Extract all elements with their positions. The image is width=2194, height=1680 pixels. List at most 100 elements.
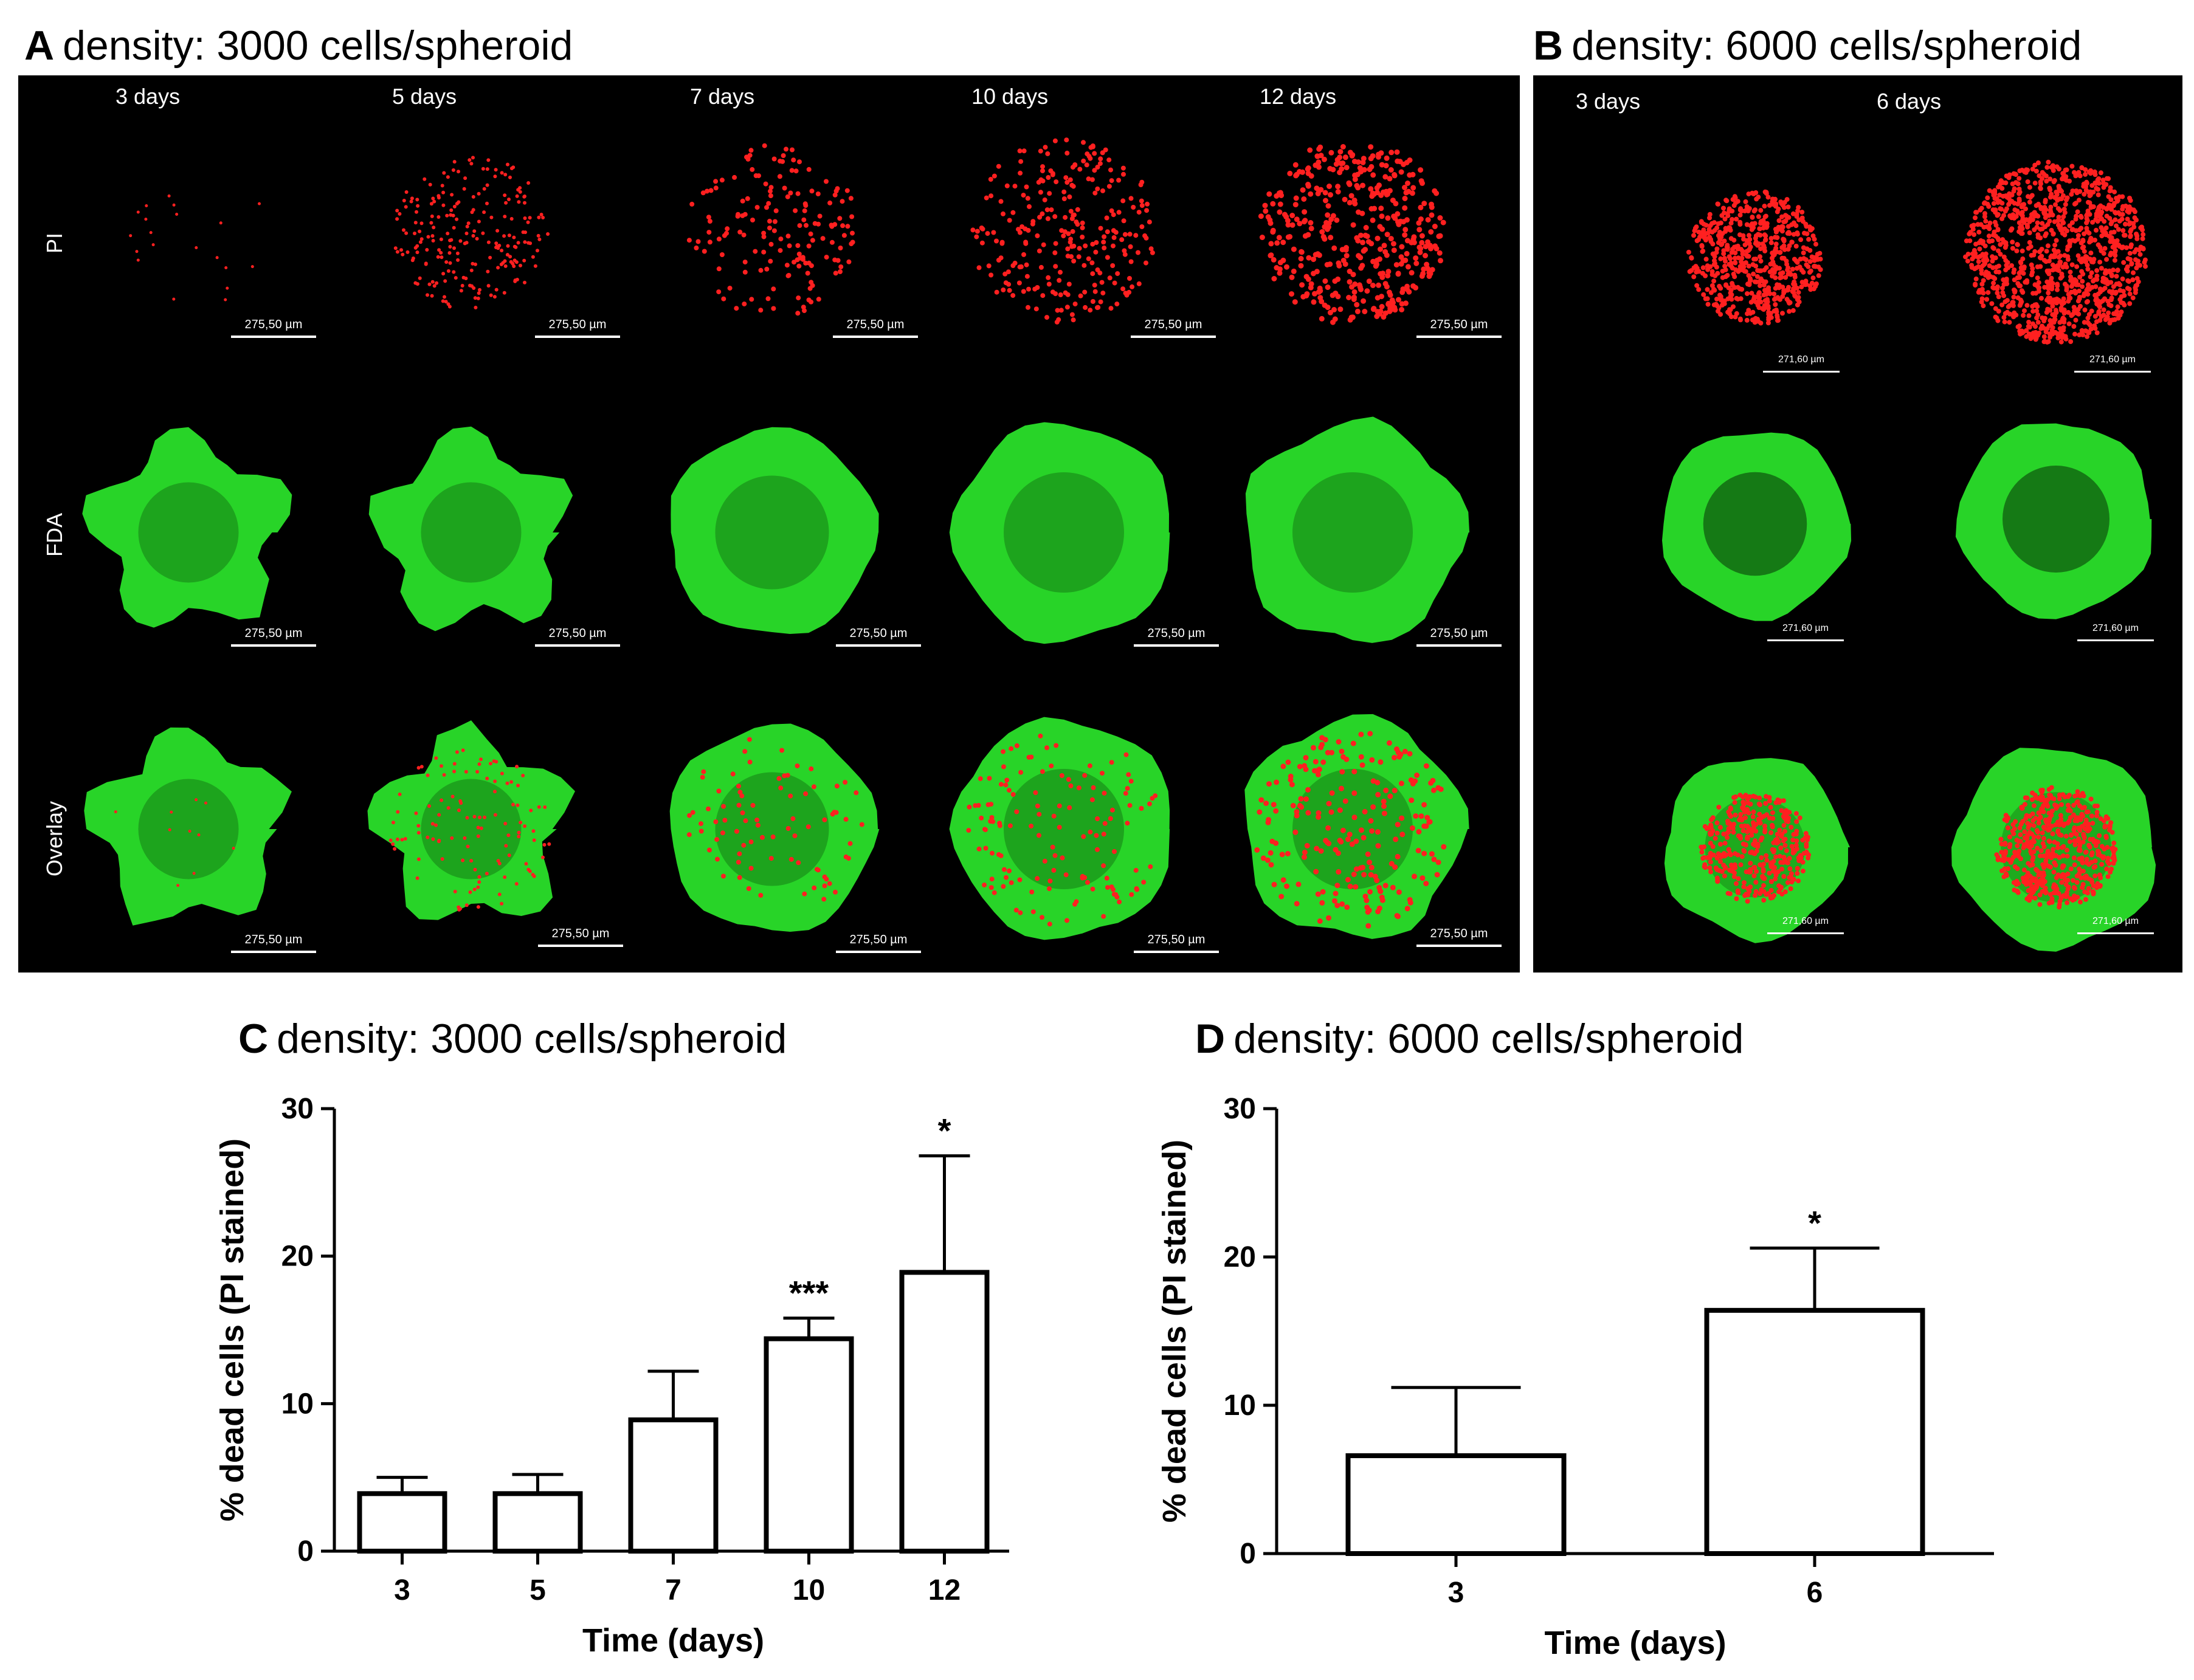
scale-bar: 275,50 µm (535, 626, 620, 647)
scale-bar: 275,50 µm (231, 317, 316, 338)
scale-bar-label: 271,60 µm (2092, 916, 2139, 926)
spheroid-core (2003, 466, 2109, 573)
x-axis-label: Time (days) (1544, 1625, 1726, 1661)
scale-bar: 275,50 µm (231, 932, 316, 953)
day-label-10: 10 days (971, 84, 1049, 109)
scale-bar-label: 275,50 µm (548, 627, 607, 640)
scale-bar-label: 275,50 µm (551, 927, 610, 940)
spheroid-core (421, 779, 522, 880)
overlay-spheroid (1244, 714, 1469, 939)
spheroid-body (1245, 416, 1470, 643)
row-label-overlay: Overlay (42, 800, 67, 877)
y-tick-label: 30 (281, 1093, 314, 1125)
day-label-5: 5 days (392, 84, 457, 109)
spheroid-core (421, 482, 522, 583)
y-tick-label: 10 (1224, 1389, 1256, 1422)
scale-bar-label: 271,60 µm (2089, 354, 2136, 365)
scale-bar: 271,60 µm (2077, 621, 2154, 641)
x-tick-label: 3 (394, 1574, 410, 1606)
scale-bar-label: 275,50 µm (1430, 627, 1488, 640)
bar (1704, 1307, 1925, 1556)
scale-bar-label: 275,50 µm (548, 318, 607, 331)
scale-bar: 275,50 µm (1134, 626, 1219, 647)
scale-bar-label: 275,50 µm (1430, 927, 1488, 940)
panel-d-letter: D (1195, 1016, 1226, 1062)
day-label-3: 3 days (116, 84, 181, 109)
scale-bar: 275,50 µm (1131, 317, 1216, 338)
scale-bar: 275,50 µm (1134, 932, 1219, 953)
scale-bar: 275,50 µm (833, 317, 918, 338)
panel-b-title-text: density: 6000 cells/spheroid (1571, 22, 2082, 69)
panel-b-image (1662, 159, 2156, 952)
bar (492, 1491, 583, 1554)
panel-a-letter: A (24, 22, 55, 69)
panel-b-micrographs: 3 days 6 days 271,60 µm 271,60 µm 271,60… (1533, 75, 2182, 973)
spheroid-body (82, 427, 292, 628)
pi-spheroid (393, 156, 550, 309)
overlay-pi-dots (388, 748, 551, 912)
scale-bar: 275,50 µm (1416, 626, 1502, 647)
spheroid-core (1292, 769, 1413, 889)
spheroid-body (84, 727, 292, 926)
y-axis-label: % dead cells (PI stained) (214, 1138, 250, 1521)
pi-spheroid (129, 194, 261, 301)
scale-bar-label: 275,50 µm (849, 627, 908, 640)
x-tick-label: 3 (1448, 1577, 1464, 1609)
pi-spheroid (1686, 189, 1823, 326)
panel-a-title-text: density: 3000 cells/spheroid (63, 22, 573, 69)
day-label-3: 3 days (1576, 89, 1641, 114)
y-tick-label: 20 (281, 1241, 314, 1273)
spheroid-body (671, 427, 879, 634)
spheroid-core (1004, 472, 1124, 593)
fda-spheroid (1955, 423, 2152, 619)
spheroid-core (1703, 472, 1807, 576)
significance-label: * (1808, 1203, 1821, 1242)
fda-spheroid (82, 427, 292, 628)
panel-c-letter: C (238, 1016, 269, 1062)
scale-bar: 271,60 µm (1767, 621, 1844, 641)
scale-bar: 275,50 µm (836, 932, 921, 953)
scale-bar-label: 275,50 µm (244, 627, 303, 640)
x-axis-label: Time (days) (582, 1622, 764, 1659)
bar-chart-6000: 0 10 20 30 3 6 * Time (days) % dead cells (PI st… (1156, 1093, 1994, 1661)
scale-bar: 275,50 µm (1416, 317, 1502, 338)
row-label-fda: FDA (42, 513, 67, 557)
y-tick-label: 20 (1224, 1241, 1256, 1273)
bar (357, 1491, 447, 1554)
x-tick-label: 6 (1807, 1577, 1823, 1609)
pi-spheroid (1963, 159, 2148, 345)
y-axis-label: % dead cells (PI stained) (1156, 1140, 1193, 1523)
scale-bar-label: 271,60 µm (1782, 623, 1829, 633)
x-tick-label: 5 (530, 1574, 546, 1606)
scale-bar: 271,60 µm (1767, 914, 1844, 934)
scale-bar-label: 275,50 µm (846, 318, 905, 331)
spheroid-core (138, 482, 239, 583)
overlay-pi-dots (966, 733, 1158, 927)
bar (899, 1270, 990, 1554)
spheroid-body (367, 720, 575, 920)
pi-spheroid (970, 137, 1155, 325)
scale-bar-label: 275,50 µm (1430, 318, 1488, 331)
bar (764, 1336, 854, 1554)
spheroid-core (1004, 769, 1124, 889)
spheroid-body (368, 426, 573, 632)
bar (628, 1417, 719, 1554)
scale-bar-label: 271,60 µm (2092, 623, 2139, 633)
overlay-spheroid (669, 723, 880, 932)
day-label-7: 7 days (690, 84, 755, 109)
y-tick-label: 0 (297, 1535, 314, 1568)
scale-bar: 275,50 µm (836, 626, 921, 647)
row-label-pi: PI (42, 233, 67, 254)
overlay-spheroid (84, 727, 292, 926)
panel-d-title-text: density: 6000 cells/spheroid (1233, 1016, 1744, 1062)
fda-spheroid (368, 426, 573, 632)
pi-spheroid (1258, 144, 1446, 325)
day-label-12: 12 days (1260, 84, 1337, 109)
fda-spheroid (1662, 432, 1852, 621)
spheroid-body (949, 422, 1170, 644)
scale-bar-label: 271,60 µm (1778, 354, 1824, 365)
scale-bar: 275,50 µm (535, 317, 620, 338)
